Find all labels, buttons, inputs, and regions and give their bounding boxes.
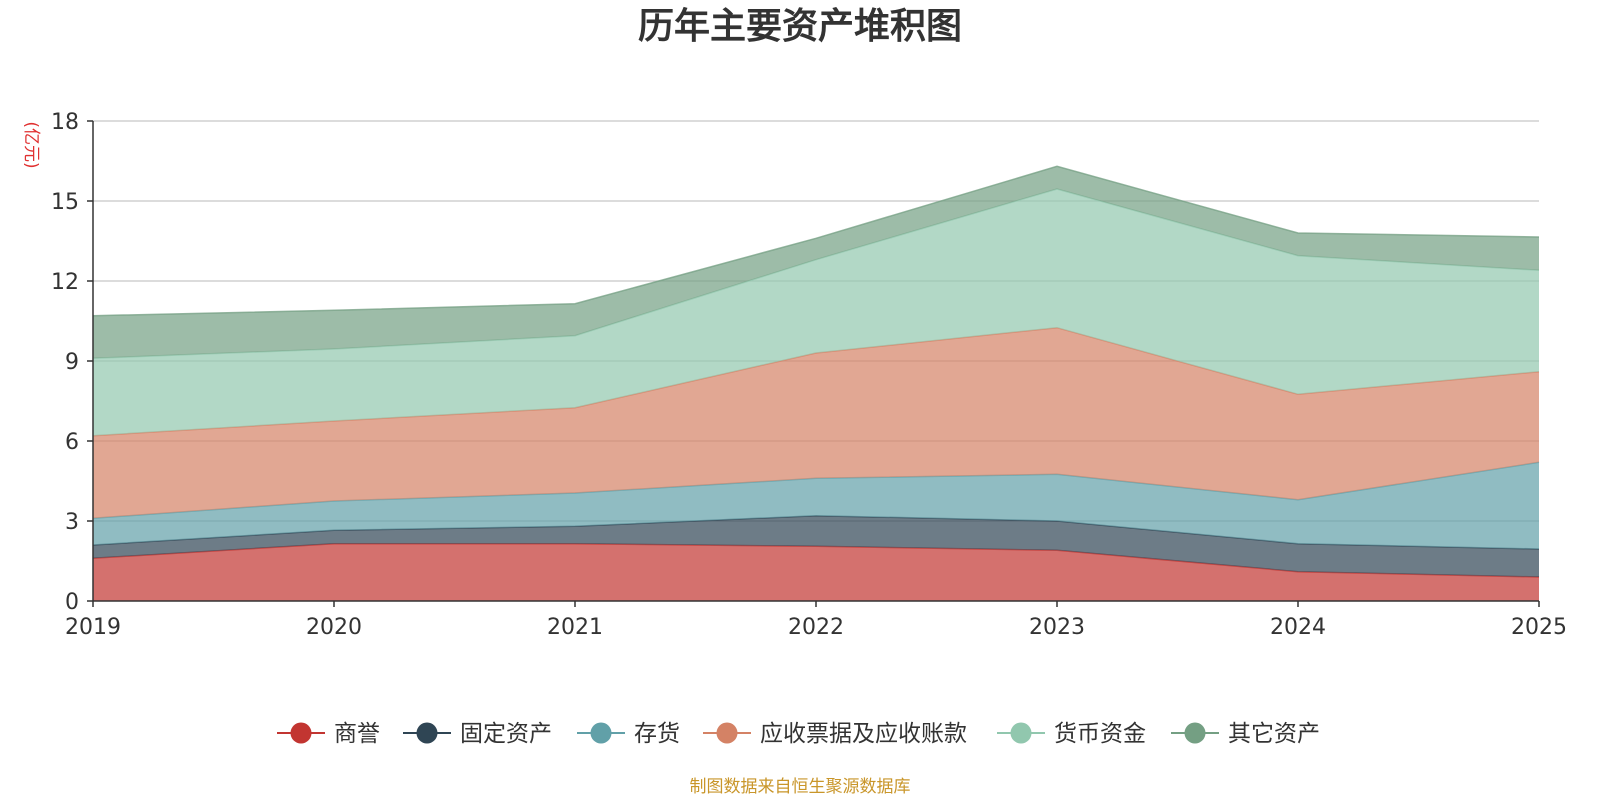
- chart-title: 历年主要资产堆积图: [638, 6, 962, 47]
- legend-marker-icon: [1010, 722, 1032, 744]
- x-tick-label: 2024: [1270, 615, 1326, 640]
- y-tick-label: 3: [65, 510, 79, 535]
- legend-marker-icon: [716, 722, 738, 744]
- x-tick-label: 2022: [788, 615, 844, 640]
- legend: 商誉 固定资产 存货 应收票据及应收账款 货币资金 其它资产: [277, 721, 1320, 747]
- legend-marker-icon: [1184, 722, 1206, 744]
- area-series-2: [93, 515, 1539, 577]
- area-series-4: [93, 327, 1539, 519]
- y-axis-unit-label: (亿元): [21, 121, 41, 168]
- area-series-6-line: [92, 165, 1540, 317]
- x-tick-label: 2019: [65, 615, 121, 640]
- legend-item-5[interactable]: 货币资金: [997, 721, 1146, 747]
- legend-label: 应收票据及应收账款: [760, 721, 967, 747]
- area-series-5: [93, 189, 1539, 436]
- area-series-group: [92, 165, 1540, 601]
- y-tick-label: 6: [65, 430, 79, 455]
- legend-label: 存货: [634, 721, 680, 747]
- legend-item-6[interactable]: 其它资产: [1171, 721, 1320, 747]
- x-tick-label: 2021: [547, 615, 603, 640]
- x-tick-label: 2023: [1029, 615, 1085, 640]
- area-series-1: [93, 543, 1539, 601]
- legend-label: 固定资产: [460, 721, 552, 747]
- legend-item-4[interactable]: 应收票据及应收账款: [703, 721, 967, 747]
- legend-label: 货币资金: [1054, 721, 1146, 747]
- legend-label: 商誉: [334, 721, 380, 747]
- x-tick-label: 2020: [306, 615, 362, 640]
- y-tick-label: 18: [51, 110, 79, 135]
- y-tick-label: 12: [51, 270, 79, 295]
- y-tick-label: 15: [51, 190, 79, 215]
- y-tick-label: 0: [65, 590, 79, 615]
- area-series-3: [93, 462, 1539, 549]
- data-source-note: 制图数据来自恒生聚源数据库: [690, 777, 911, 797]
- legend-item-3[interactable]: 存货: [577, 721, 680, 747]
- legend-item-2[interactable]: 固定资产: [403, 721, 552, 747]
- area-series-6: [93, 166, 1539, 359]
- x-tick-label: 2025: [1511, 615, 1567, 640]
- axes: 0 3 6 9 12 15 18 2019 2020 2021 2022 2023 2024 2025: [51, 110, 1567, 640]
- legend-marker-icon: [416, 722, 438, 744]
- legend-marker-icon: [290, 722, 312, 744]
- legend-marker-icon: [590, 722, 612, 744]
- legend-item-1[interactable]: 商誉: [277, 721, 380, 747]
- y-tick-label: 9: [65, 350, 79, 375]
- legend-label: 其它资产: [1228, 721, 1320, 747]
